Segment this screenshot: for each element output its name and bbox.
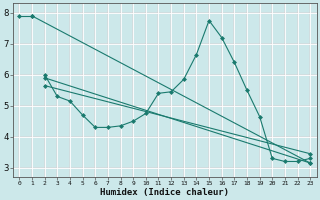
X-axis label: Humidex (Indice chaleur): Humidex (Indice chaleur) [100, 188, 229, 197]
